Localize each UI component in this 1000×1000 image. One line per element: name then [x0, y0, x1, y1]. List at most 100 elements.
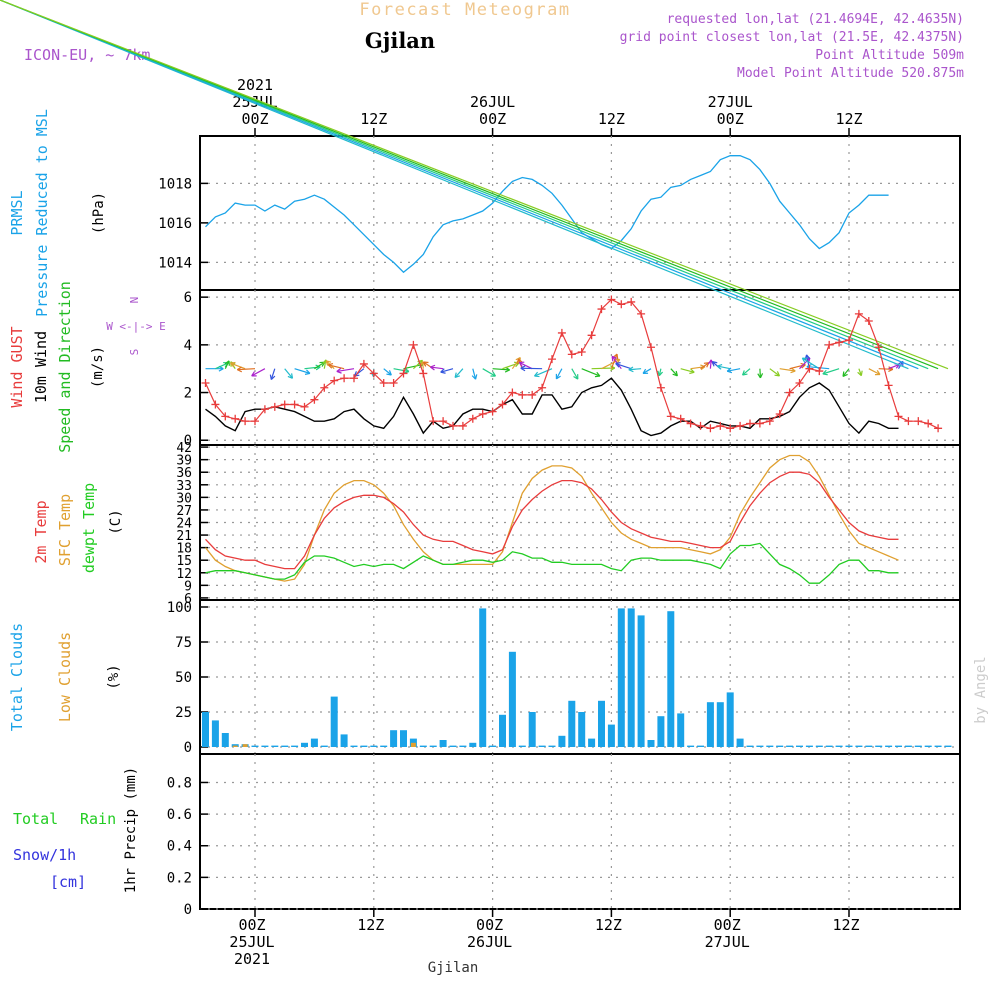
ytick-label: 12	[176, 567, 192, 582]
wind-arrow	[806, 365, 830, 370]
gust-marker	[251, 417, 259, 426]
wind-arrowhead	[611, 355, 617, 362]
temperature-grid	[200, 445, 960, 600]
pressure-grid	[200, 136, 960, 290]
total-cloud-bar	[429, 745, 437, 747]
gust-marker	[587, 331, 596, 340]
ytick-label: 0.8	[167, 775, 192, 791]
total-cloud-bar	[578, 712, 586, 747]
gust-marker	[300, 402, 309, 411]
total-cloud-bar	[261, 745, 269, 747]
wind-arrow	[0, 0, 919, 370]
wind-arrowhead	[726, 367, 733, 374]
wind-arrowhead	[594, 371, 601, 378]
ytick-label: 50	[175, 670, 192, 686]
gust-marker	[686, 419, 695, 428]
ytick-label: 0.4	[167, 839, 192, 855]
gust-marker	[755, 419, 764, 428]
total-cloud-bar	[667, 611, 675, 747]
ytick-label: 0.2	[167, 870, 192, 886]
wind-arrowhead	[842, 371, 848, 377]
gust-marker	[825, 340, 834, 349]
cloud-bars	[202, 608, 952, 747]
gust-marker	[785, 388, 794, 397]
total-cloud-bar	[766, 745, 774, 747]
gust-marker	[666, 412, 675, 421]
precip-yticks: 0 0.2 0.4 0.6 0.8	[167, 775, 208, 918]
total-cloud-bar	[479, 608, 487, 747]
total-cloud-bar	[538, 745, 546, 747]
total-cloud-bar	[518, 745, 526, 747]
label-speed-direction: Speed and Direction	[56, 281, 74, 453]
label-precip-mm: 1hr Precip (mm)	[123, 767, 139, 893]
requested-coords: requested lon,lat (21.4694E, 42.4635N)	[667, 12, 964, 27]
bottom-axis-label: 00Z	[714, 916, 741, 934]
wind-arrow	[779, 368, 796, 372]
gust-marker	[429, 417, 438, 426]
wind-arrowhead	[801, 357, 808, 363]
wind-arrow	[0, 0, 929, 370]
total-cloud-bar	[558, 735, 566, 747]
total-cloud-bar	[221, 733, 229, 747]
ytick-label: 100	[167, 600, 192, 616]
wind-grid	[200, 290, 960, 445]
wind-arrow	[601, 358, 621, 370]
gust-marker	[854, 309, 863, 318]
label-snow: Snow/1h	[13, 846, 76, 864]
gust-marker	[706, 424, 715, 433]
gust-marker	[676, 414, 685, 423]
total-cloud-bar	[617, 608, 625, 747]
precip-frame	[199, 753, 961, 910]
label-celsius: (C)	[108, 509, 124, 534]
gust-marker	[221, 412, 230, 421]
precip-grid	[200, 754, 960, 910]
gust-marker	[884, 381, 893, 390]
wind-arrow	[328, 364, 345, 370]
gust-marker	[894, 412, 903, 421]
gust-marker	[350, 374, 358, 383]
gust-marker	[904, 417, 913, 426]
gust-marker	[310, 395, 319, 404]
gust-marker	[369, 369, 378, 378]
location-title: Gjilan	[365, 28, 435, 53]
wind-arrowhead	[657, 370, 664, 377]
wind-arrow	[251, 368, 266, 377]
label-total: Total	[13, 810, 58, 828]
ytick-label: 75	[175, 635, 192, 651]
top-axis-label: 12Z	[835, 110, 862, 128]
clouds-yticks: 0 25 50 75 100	[167, 600, 208, 756]
total-cloud-bar	[796, 745, 803, 747]
total-cloud-bar	[459, 745, 467, 747]
gust-marker	[439, 417, 448, 426]
wind-arrow	[230, 362, 246, 370]
gust-marker	[458, 421, 467, 430]
low-cloud-bar	[232, 745, 238, 747]
ytick-label: 1016	[158, 216, 192, 232]
compass-we: W <-|-> E	[106, 320, 166, 333]
wind-arrow	[610, 353, 618, 369]
gust-marker	[835, 338, 844, 347]
wind-arrow	[454, 368, 464, 378]
bottom-axis-label: 12Z	[595, 916, 622, 934]
total-cloud-bar	[380, 745, 388, 747]
low-cloud-bar	[410, 742, 416, 747]
wind-arrow	[0, 0, 909, 370]
total-cloud-bar	[508, 651, 516, 747]
total-cloud-bar	[924, 745, 932, 747]
label-cm: [cm]	[50, 873, 86, 891]
pressure-frame	[199, 135, 961, 291]
gust-marker	[419, 369, 428, 378]
gust-marker	[696, 421, 705, 430]
wind-arrow	[555, 368, 563, 380]
ytick-label: 1014	[158, 255, 192, 271]
wind-arrow	[680, 368, 695, 373]
bottom-axis-label: 12Z	[357, 916, 384, 934]
wind-arrowhead	[689, 368, 695, 375]
gust-marker	[656, 383, 665, 392]
gust-marker	[280, 400, 289, 409]
total-cloud-bar	[627, 608, 635, 747]
wind-arrowhead	[757, 373, 764, 379]
total-cloud-bar	[588, 738, 596, 747]
total-cloud-bar	[746, 745, 754, 747]
